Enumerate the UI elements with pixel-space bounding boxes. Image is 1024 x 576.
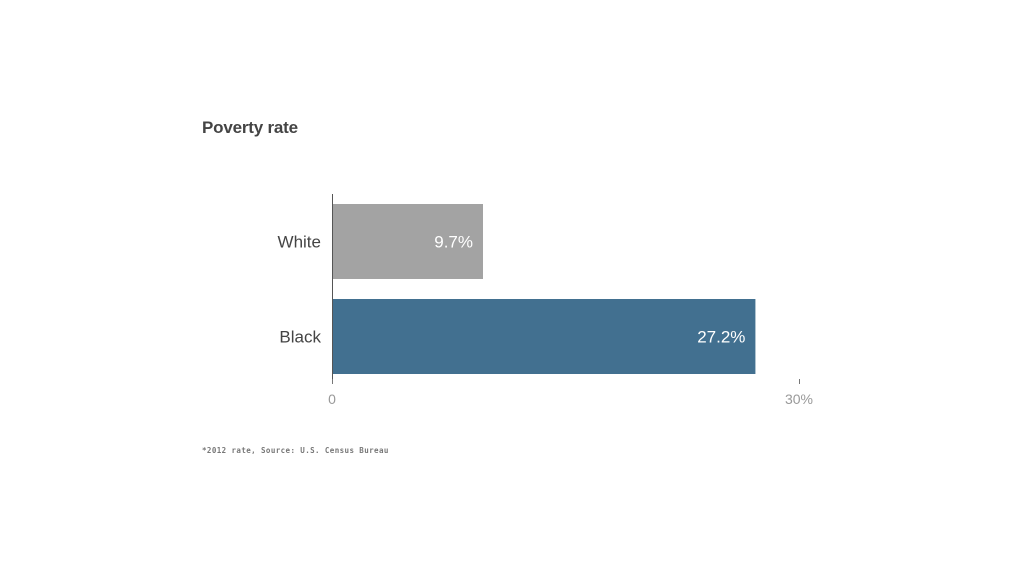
chart-title: Poverty rate xyxy=(202,118,298,137)
category-label-white: White xyxy=(278,233,321,252)
category-label-black: Black xyxy=(279,328,321,347)
bar-white xyxy=(333,204,483,279)
x-tick-label: 0 xyxy=(328,391,336,407)
source-footnote: *2012 rate, Source: U.S. Census Bureau xyxy=(202,446,389,455)
x-tick-label: 30% xyxy=(785,391,813,407)
bar-black xyxy=(333,299,756,374)
value-label-black: 27.2% xyxy=(697,328,745,347)
value-label-white: 9.7% xyxy=(434,233,473,252)
